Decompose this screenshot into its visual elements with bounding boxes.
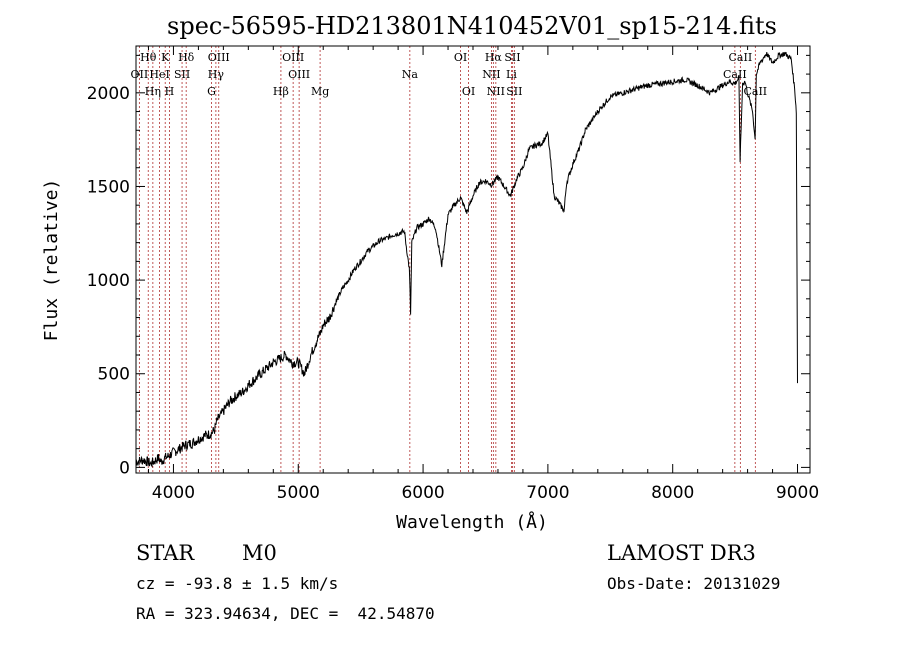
observation-date: Obs-Date: 20131029: [607, 574, 780, 593]
spectral-line-label: OI: [462, 85, 475, 98]
spectral-line-label: NII: [487, 85, 505, 98]
chart-title: spec-56595-HD213801N410452V01_sp15-214.f…: [167, 12, 777, 40]
plot-frame: [135, 45, 811, 474]
coordinates: RA = 323.94634, DEC = 42.54870: [136, 604, 435, 623]
spectral-line-label: G: [207, 85, 216, 98]
x-axis-label: Wavelength (Å): [396, 511, 548, 533]
spectral-line-markers: [138, 46, 756, 473]
spectral-line-label: Na: [402, 68, 419, 81]
spectral-line-label: K: [161, 51, 170, 64]
spectral-line-label: Hγ: [208, 68, 225, 81]
spectral-line-label: OIII: [288, 68, 310, 81]
spectral-line-label: SII: [504, 51, 520, 64]
object-subclass: M0: [242, 541, 277, 565]
spectral-line-label: Hδ: [178, 51, 195, 64]
spectral-line-label: SII: [174, 68, 190, 81]
spectral-line-label: Hβ: [273, 85, 289, 98]
spectral-line-label: Hη: [145, 85, 161, 98]
spectral-line-label: CaII: [729, 51, 753, 64]
spectral-line-label: Hα: [485, 51, 503, 64]
y-tick-label: 500: [98, 365, 130, 385]
x-tick-label: 8000: [651, 483, 694, 503]
spectral-line-label: SII: [506, 85, 522, 98]
spectral-line-label: Mg: [311, 85, 329, 98]
redshift-cz: cz = -93.8 ± 1.5 km/s: [136, 574, 338, 593]
spectral-line-label: HeI: [149, 68, 169, 81]
flux-series-line: [135, 51, 798, 468]
spectral-line-label: OI: [454, 51, 467, 64]
x-tick-label: 4000: [152, 483, 195, 503]
spectral-line-label: NII: [482, 68, 500, 81]
spectral-line-label: OIII: [208, 51, 230, 64]
spectral-line-label: CaII: [743, 85, 767, 98]
survey-name: LAMOST DR3: [607, 541, 756, 565]
x-tick-label: 7000: [526, 483, 569, 503]
spectral-line-label: Li: [506, 68, 517, 81]
y-tick-label: 0: [119, 458, 130, 478]
plot-area: [135, 45, 811, 474]
spectral-line-label: OIII: [282, 51, 304, 64]
object-class: STAR: [136, 541, 195, 565]
x-tick-label: 5000: [277, 483, 320, 503]
spectral-line-label: Hθ: [140, 51, 157, 64]
y-axis-label: Flux (relative): [41, 179, 62, 342]
spectral-line-label: H: [165, 85, 175, 98]
spectral-line-label: CaII: [723, 68, 747, 81]
x-tick-label: 9000: [776, 483, 819, 503]
y-tick-label: 2000: [87, 84, 130, 104]
x-tick-label: 6000: [401, 483, 444, 503]
axis-ticks: 4000 5000 6000 7000 8000 9000 0 500 1000 1500 2000: [87, 46, 819, 503]
y-tick-label: 1500: [87, 177, 130, 197]
y-tick-label: 1000: [87, 271, 130, 291]
